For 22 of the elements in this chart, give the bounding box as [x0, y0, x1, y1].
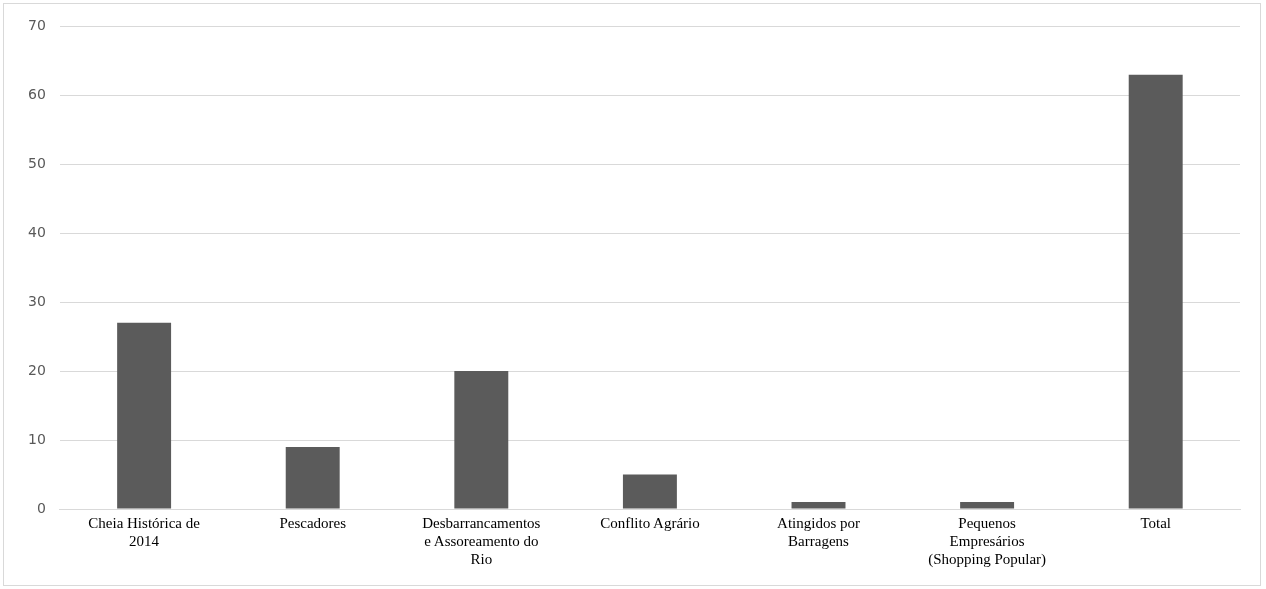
bar [285, 446, 340, 509]
y-tick-label: 0 [36, 499, 46, 516]
y-tick-label: 60 [27, 85, 46, 102]
x-tick-label: Cheia Histórica de 2014 [88, 514, 201, 549]
x-tick-label: Desbarrancamentos e Assoreamento do Rio [422, 514, 541, 567]
x-tick-label: Pescadores [279, 514, 347, 531]
x-tick-label: Atingidos por Barragens [777, 514, 860, 549]
y-tick-label: 50 [27, 154, 46, 171]
bar [454, 371, 509, 509]
y-tick-label: 30 [27, 292, 46, 309]
y-tick-label: 10 [27, 430, 46, 447]
x-tick-label: Total [1140, 514, 1172, 531]
bar [960, 502, 1015, 509]
x-tick-label: Conflito Agrário [600, 514, 700, 531]
x-tick-label: Pequenos Empresários (Shopping Popular) [928, 514, 1047, 568]
bar [622, 474, 677, 509]
bar [791, 502, 846, 509]
bar [1128, 74, 1183, 509]
y-tick-label: 70 [27, 17, 46, 34]
y-tick-label: 20 [27, 361, 46, 378]
y-tick-label: 40 [27, 223, 46, 240]
bar [117, 322, 172, 509]
